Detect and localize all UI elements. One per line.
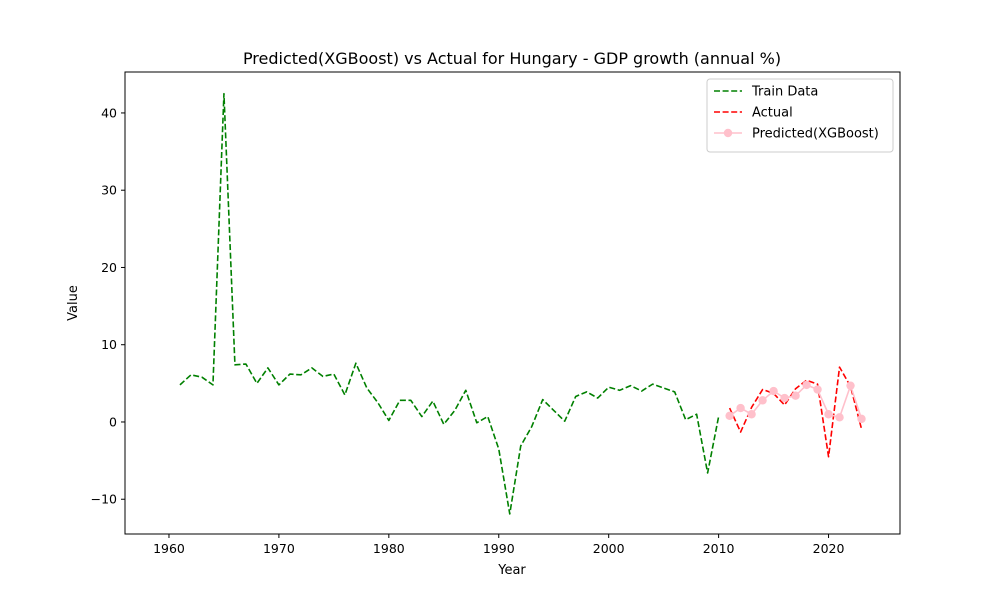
x-tick-label: 2020	[813, 541, 845, 556]
legend-marker	[723, 128, 733, 138]
x-tick-label: 1970	[263, 541, 295, 556]
series-line-train-data	[179, 92, 720, 515]
y-axis: −10 0 10 20 30 40	[91, 105, 125, 507]
y-tick-label: 20	[101, 260, 117, 275]
data-point	[824, 410, 833, 419]
data-point	[747, 410, 756, 419]
y-tick-label: −10	[91, 492, 117, 507]
data-point	[835, 413, 844, 422]
data-point	[725, 411, 734, 420]
legend: Train Data Actual Predicted(XGBoost)	[706, 78, 894, 153]
data-point	[769, 386, 778, 396]
legend-box	[706, 78, 894, 153]
data-point	[846, 381, 855, 390]
chart-title: Predicted(XGBoost) vs Actual for Hungary…	[243, 49, 781, 68]
series-layer	[179, 92, 866, 515]
legend-label: Actual	[752, 106, 793, 121]
x-tick-label: 2010	[703, 541, 735, 556]
data-point	[857, 414, 866, 424]
data-point	[802, 380, 811, 390]
y-tick-label: 30	[101, 183, 117, 198]
legend-label: Train Data	[751, 85, 818, 100]
data-point	[758, 396, 767, 405]
data-point	[736, 403, 745, 413]
plot-area	[124, 71, 901, 535]
data-point	[813, 385, 822, 394]
y-tick-label: 40	[101, 105, 117, 120]
legend-label: Predicted(XGBoost)	[752, 127, 879, 142]
y-tick-label: 10	[101, 337, 117, 352]
x-tick-label: 1960	[153, 541, 185, 556]
x-axis-title: Year	[497, 563, 526, 578]
y-tick-label: 0	[109, 414, 117, 429]
x-tick-label: 1980	[373, 541, 405, 556]
series-line-actual	[728, 366, 863, 458]
x-axis: 1960 1970 1980 1990 2000 2010 2020	[153, 534, 844, 556]
data-point	[780, 393, 789, 403]
x-tick-label: 1990	[483, 541, 515, 556]
y-axis-title: Value	[66, 285, 81, 321]
x-tick-label: 2000	[593, 541, 625, 556]
plot-frame	[124, 71, 901, 535]
data-point	[791, 391, 800, 400]
